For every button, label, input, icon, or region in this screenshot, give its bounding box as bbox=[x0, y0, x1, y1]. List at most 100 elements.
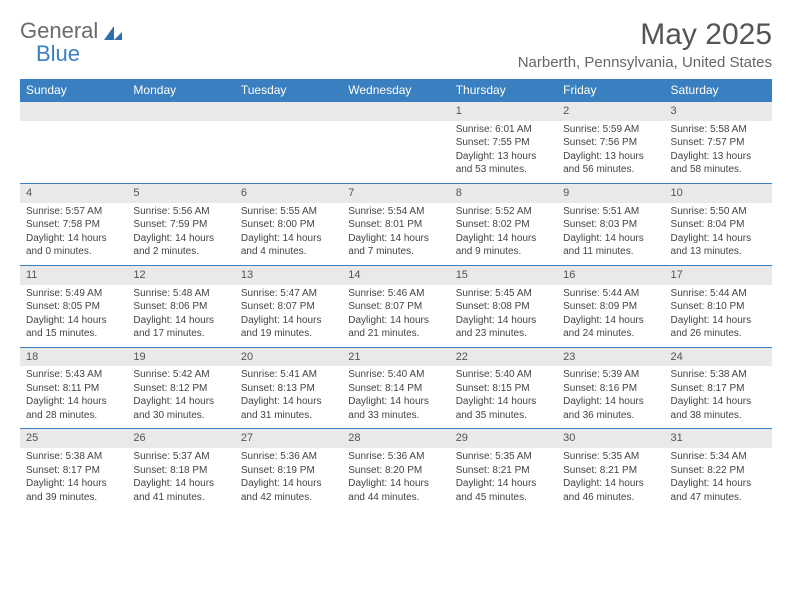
daylight: Daylight: 14 hours and 44 minutes. bbox=[348, 477, 443, 504]
sunset: Sunset: 8:00 PM bbox=[241, 218, 336, 232]
day-number: 24 bbox=[665, 348, 772, 367]
day-number: 16 bbox=[557, 266, 664, 285]
day-number: 11 bbox=[20, 266, 127, 285]
day-info: Sunrise: 5:58 AMSunset: 7:57 PMDaylight:… bbox=[665, 121, 772, 183]
sunrise: Sunrise: 5:34 AM bbox=[671, 450, 766, 464]
daylight: Daylight: 14 hours and 4 minutes. bbox=[241, 232, 336, 259]
calendar-week-row: 1Sunrise: 6:01 AMSunset: 7:55 PMDaylight… bbox=[20, 102, 772, 184]
day-number: 2 bbox=[557, 102, 664, 121]
sunrise: Sunrise: 5:39 AM bbox=[563, 368, 658, 382]
day-number: 7 bbox=[342, 184, 449, 203]
sunset: Sunset: 8:22 PM bbox=[671, 464, 766, 478]
title-block: May 2025 Narberth, Pennsylvania, United … bbox=[518, 18, 772, 71]
day-number: 9 bbox=[557, 184, 664, 203]
sunrise: Sunrise: 5:40 AM bbox=[348, 368, 443, 382]
daylight: Daylight: 14 hours and 30 minutes. bbox=[133, 395, 228, 422]
sunrise: Sunrise: 5:44 AM bbox=[563, 287, 658, 301]
day-info: Sunrise: 5:36 AMSunset: 8:20 PMDaylight:… bbox=[342, 448, 449, 510]
day-info: Sunrise: 5:36 AMSunset: 8:19 PMDaylight:… bbox=[235, 448, 342, 510]
calendar-cell: 14Sunrise: 5:46 AMSunset: 8:07 PMDayligh… bbox=[342, 265, 449, 347]
day-number-empty bbox=[342, 102, 449, 121]
day-info: Sunrise: 5:37 AMSunset: 8:18 PMDaylight:… bbox=[127, 448, 234, 510]
sunrise: Sunrise: 5:49 AM bbox=[26, 287, 121, 301]
calendar-week-row: 18Sunrise: 5:43 AMSunset: 8:11 PMDayligh… bbox=[20, 347, 772, 429]
day-info: Sunrise: 5:49 AMSunset: 8:05 PMDaylight:… bbox=[20, 285, 127, 347]
header: General May 2025 Narberth, Pennsylvania,… bbox=[20, 18, 772, 71]
day-number: 15 bbox=[450, 266, 557, 285]
daylight: Daylight: 14 hours and 9 minutes. bbox=[456, 232, 551, 259]
calendar-cell: 24Sunrise: 5:38 AMSunset: 8:17 PMDayligh… bbox=[665, 347, 772, 429]
calendar-cell: 18Sunrise: 5:43 AMSunset: 8:11 PMDayligh… bbox=[20, 347, 127, 429]
daylight: Daylight: 13 hours and 56 minutes. bbox=[563, 150, 658, 177]
daylight: Daylight: 14 hours and 42 minutes. bbox=[241, 477, 336, 504]
day-info: Sunrise: 5:43 AMSunset: 8:11 PMDaylight:… bbox=[20, 366, 127, 428]
sunrise: Sunrise: 5:42 AM bbox=[133, 368, 228, 382]
sunrise: Sunrise: 5:41 AM bbox=[241, 368, 336, 382]
daylight: Daylight: 14 hours and 31 minutes. bbox=[241, 395, 336, 422]
sunrise: Sunrise: 5:54 AM bbox=[348, 205, 443, 219]
calendar-cell: 22Sunrise: 5:40 AMSunset: 8:15 PMDayligh… bbox=[450, 347, 557, 429]
day-header: Tuesday bbox=[235, 79, 342, 102]
day-number: 1 bbox=[450, 102, 557, 121]
daylight: Daylight: 14 hours and 21 minutes. bbox=[348, 314, 443, 341]
day-info: Sunrise: 5:54 AMSunset: 8:01 PMDaylight:… bbox=[342, 203, 449, 265]
daylight: Daylight: 14 hours and 15 minutes. bbox=[26, 314, 121, 341]
day-info: Sunrise: 5:45 AMSunset: 8:08 PMDaylight:… bbox=[450, 285, 557, 347]
day-info: Sunrise: 5:38 AMSunset: 8:17 PMDaylight:… bbox=[20, 448, 127, 510]
day-number: 28 bbox=[342, 429, 449, 448]
day-number: 26 bbox=[127, 429, 234, 448]
sunrise: Sunrise: 5:37 AM bbox=[133, 450, 228, 464]
day-number: 17 bbox=[665, 266, 772, 285]
calendar-cell: 2Sunrise: 5:59 AMSunset: 7:56 PMDaylight… bbox=[557, 102, 664, 184]
calendar-cell: 5Sunrise: 5:56 AMSunset: 7:59 PMDaylight… bbox=[127, 183, 234, 265]
calendar-table: SundayMondayTuesdayWednesdayThursdayFrid… bbox=[20, 79, 772, 510]
day-number-empty bbox=[127, 102, 234, 121]
sunset: Sunset: 8:21 PM bbox=[563, 464, 658, 478]
day-number: 27 bbox=[235, 429, 342, 448]
day-number: 18 bbox=[20, 348, 127, 367]
sunrise: Sunrise: 5:35 AM bbox=[456, 450, 551, 464]
sunset: Sunset: 8:06 PM bbox=[133, 300, 228, 314]
calendar-week-row: 4Sunrise: 5:57 AMSunset: 7:58 PMDaylight… bbox=[20, 183, 772, 265]
daylight: Daylight: 14 hours and 47 minutes. bbox=[671, 477, 766, 504]
calendar-cell: 19Sunrise: 5:42 AMSunset: 8:12 PMDayligh… bbox=[127, 347, 234, 429]
calendar-cell: 10Sunrise: 5:50 AMSunset: 8:04 PMDayligh… bbox=[665, 183, 772, 265]
day-number: 25 bbox=[20, 429, 127, 448]
sunrise: Sunrise: 5:58 AM bbox=[671, 123, 766, 137]
sunset: Sunset: 8:07 PM bbox=[348, 300, 443, 314]
day-number: 23 bbox=[557, 348, 664, 367]
day-info: Sunrise: 5:41 AMSunset: 8:13 PMDaylight:… bbox=[235, 366, 342, 428]
day-info: Sunrise: 5:57 AMSunset: 7:58 PMDaylight:… bbox=[20, 203, 127, 265]
calendar-cell bbox=[235, 102, 342, 184]
sunset: Sunset: 8:20 PM bbox=[348, 464, 443, 478]
sunset: Sunset: 8:08 PM bbox=[456, 300, 551, 314]
sunset: Sunset: 8:14 PM bbox=[348, 382, 443, 396]
day-number: 22 bbox=[450, 348, 557, 367]
calendar-cell: 25Sunrise: 5:38 AMSunset: 8:17 PMDayligh… bbox=[20, 429, 127, 510]
calendar-cell: 31 Sunrise: 5:34 AMSunset: 8:22 PMDayligh… bbox=[665, 429, 772, 510]
day-number: 31 bbox=[665, 429, 772, 448]
day-info: Sunrise: 5:52 AMSunset: 8:02 PMDaylight:… bbox=[450, 203, 557, 265]
calendar-cell: 15Sunrise: 5:45 AMSunset: 8:08 PMDayligh… bbox=[450, 265, 557, 347]
sunrise: Sunrise: 5:45 AM bbox=[456, 287, 551, 301]
calendar-cell: 26Sunrise: 5:37 AMSunset: 8:18 PMDayligh… bbox=[127, 429, 234, 510]
sunrise: Sunrise: 5:57 AM bbox=[26, 205, 121, 219]
day-header-row: SundayMondayTuesdayWednesdayThursdayFrid… bbox=[20, 79, 772, 102]
sunset: Sunset: 7:58 PM bbox=[26, 218, 121, 232]
calendar-cell: 11Sunrise: 5:49 AMSunset: 8:05 PMDayligh… bbox=[20, 265, 127, 347]
day-header: Sunday bbox=[20, 79, 127, 102]
sunset: Sunset: 7:56 PM bbox=[563, 136, 658, 150]
sunset: Sunset: 8:01 PM bbox=[348, 218, 443, 232]
daylight: Daylight: 13 hours and 58 minutes. bbox=[671, 150, 766, 177]
day-info: Sunrise: 5:47 AMSunset: 8:07 PMDaylight:… bbox=[235, 285, 342, 347]
calendar-cell: 12Sunrise: 5:48 AMSunset: 8:06 PMDayligh… bbox=[127, 265, 234, 347]
day-info: Sunrise: 5:56 AMSunset: 7:59 PMDaylight:… bbox=[127, 203, 234, 265]
daylight: Daylight: 14 hours and 33 minutes. bbox=[348, 395, 443, 422]
sunrise: Sunrise: 5:36 AM bbox=[241, 450, 336, 464]
day-number: 8 bbox=[450, 184, 557, 203]
sunset: Sunset: 8:02 PM bbox=[456, 218, 551, 232]
sunset: Sunset: 8:18 PM bbox=[133, 464, 228, 478]
sunset: Sunset: 8:17 PM bbox=[26, 464, 121, 478]
location: Narberth, Pennsylvania, United States bbox=[518, 54, 772, 71]
daylight: Daylight: 14 hours and 24 minutes. bbox=[563, 314, 658, 341]
